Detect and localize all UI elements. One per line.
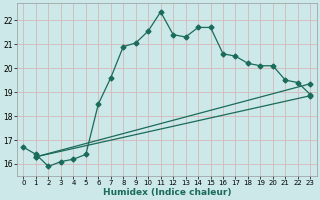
X-axis label: Humidex (Indice chaleur): Humidex (Indice chaleur)	[103, 188, 231, 197]
